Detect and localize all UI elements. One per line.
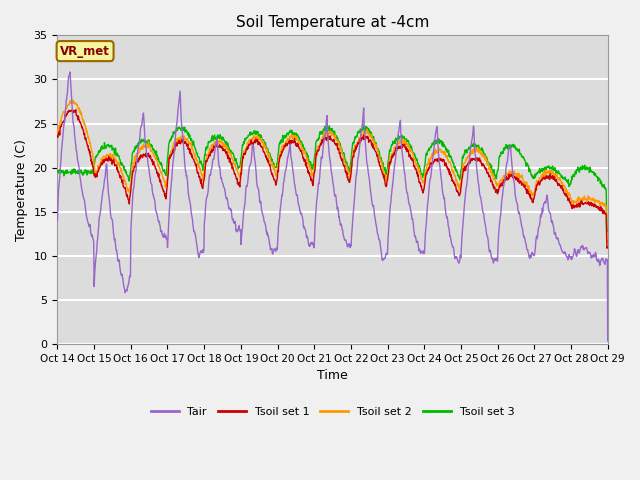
Title: Soil Temperature at -4cm: Soil Temperature at -4cm	[236, 15, 429, 30]
Text: VR_met: VR_met	[60, 45, 110, 58]
X-axis label: Time: Time	[317, 370, 348, 383]
Y-axis label: Temperature (C): Temperature (C)	[15, 139, 28, 240]
Legend: Tair, Tsoil set 1, Tsoil set 2, Tsoil set 3: Tair, Tsoil set 1, Tsoil set 2, Tsoil se…	[147, 402, 519, 421]
